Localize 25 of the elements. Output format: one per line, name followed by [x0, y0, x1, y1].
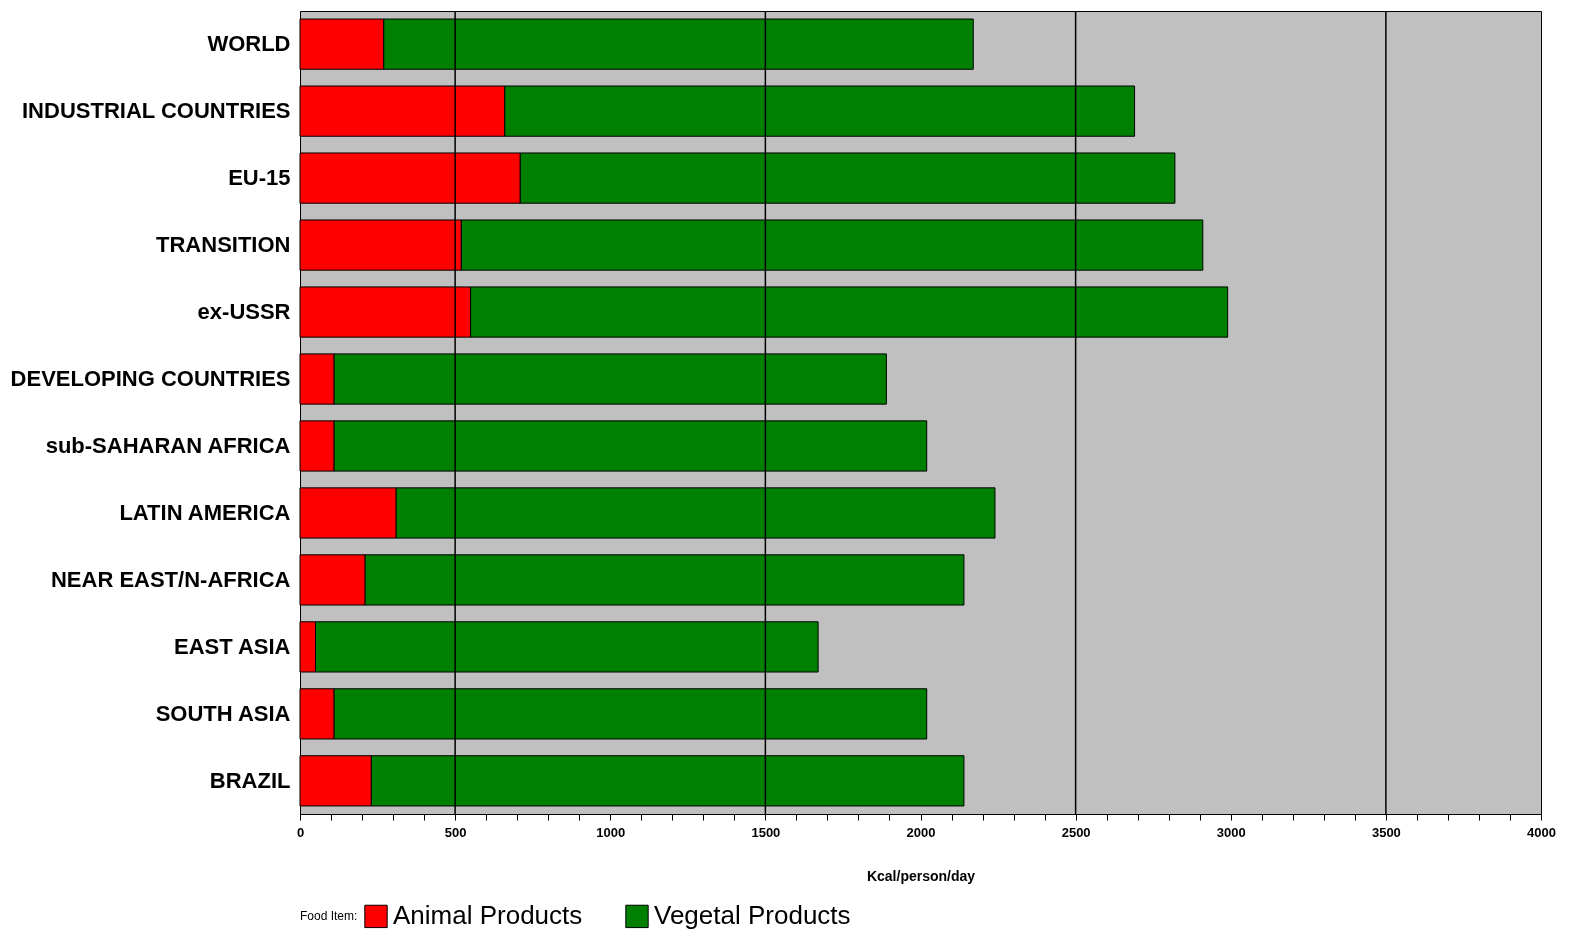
x-tick-label: 2000	[906, 824, 936, 840]
y-tick-label: DEVELOPING COUNTRIES	[10, 366, 291, 392]
legend-title: Food Item:	[300, 909, 358, 923]
x-axis-title: Kcal/person/day	[866, 867, 976, 884]
x-tick-label: 500	[444, 824, 467, 840]
y-tick-label: LATIN AMERICA	[119, 499, 291, 525]
y-tick-label: EAST ASIA	[173, 633, 291, 659]
x-tick-label: 0	[296, 824, 305, 840]
y-tick-label: sub-SAHARAN AFRICA	[45, 432, 291, 458]
y-tick-label: BRAZIL	[209, 767, 291, 793]
y-tick-label: WORLD	[207, 31, 291, 57]
y-tick-label: NEAR EAST/N-AFRICA	[50, 566, 291, 592]
legend-label: Animal Products	[393, 900, 583, 931]
x-tick-label: 1500	[751, 824, 781, 840]
y-tick-label: TRANSITION	[156, 232, 291, 258]
y-tick-label: SOUTH ASIA	[155, 700, 291, 726]
x-tick-label: 1000	[596, 824, 626, 840]
x-tick-label: 4000	[1527, 824, 1556, 840]
x-tick-label: 3500	[1371, 824, 1401, 840]
x-tick-label: 2500	[1061, 824, 1091, 840]
x-tick-label: 3000	[1216, 824, 1246, 840]
legend-label: Vegetal Products	[654, 900, 851, 931]
y-tick-label: EU-15	[228, 165, 291, 191]
y-tick-label: INDUSTRIAL COUNTRIES	[22, 98, 291, 124]
y-tick-label: ex-USSR	[197, 299, 291, 325]
